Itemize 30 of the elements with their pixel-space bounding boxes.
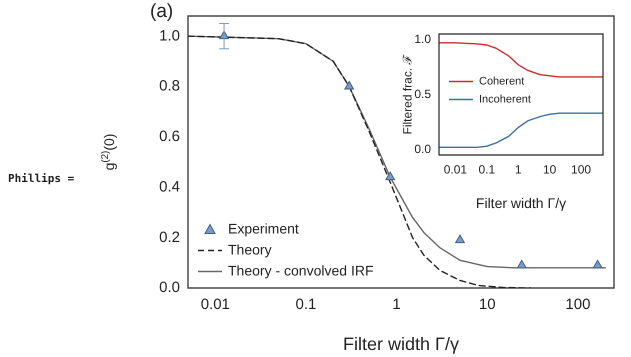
x-tick-label: 1 [514, 162, 522, 177]
legend-label: Coherent [479, 76, 524, 88]
legend-label: Experiment [228, 220, 299, 236]
chart-title: (a) [150, 1, 174, 22]
y-axis-title: g(2)(0) [100, 134, 117, 170]
legend-label: Incoherent [479, 94, 531, 106]
x-tick-label: 100 [571, 162, 592, 177]
y-tick-label: 0.2 [159, 228, 180, 246]
y-tick-label: 0.0 [414, 142, 432, 156]
x-tick-label: 0.1 [478, 162, 496, 177]
y-tick-label: 0.6 [159, 128, 180, 146]
y-axis-title: Filtered frac. ℱ [400, 53, 414, 135]
x-tick-label: 0.01 [444, 162, 468, 177]
x-axis-title: Filter width Γ/γ [476, 195, 566, 211]
y-tick-label: 1.0 [159, 27, 180, 44]
x-tick-label: 0.1 [296, 296, 316, 314]
text: Phillips = [8, 172, 74, 185]
y-tick-label: 0.0 [159, 279, 180, 296]
legend-label: Theory - convolved IRF [228, 262, 374, 278]
y-tick-label: 0.5 [414, 86, 432, 101]
y-tick-label: 0.8 [159, 78, 180, 95]
y-tick-label: 0.4 [159, 178, 180, 196]
legend-label: Theory [228, 241, 272, 258]
x-tick-label: 10 [478, 296, 496, 314]
x-tick-label: 10 [542, 162, 557, 177]
y-tick-label: 1.0 [414, 32, 432, 46]
x-tick-label: 0.01 [200, 296, 230, 314]
x-tick-label: 1 [392, 296, 401, 314]
x-tick-label: 100 [565, 296, 590, 314]
x-axis-title: Filter width Γ/γ [343, 334, 459, 354]
